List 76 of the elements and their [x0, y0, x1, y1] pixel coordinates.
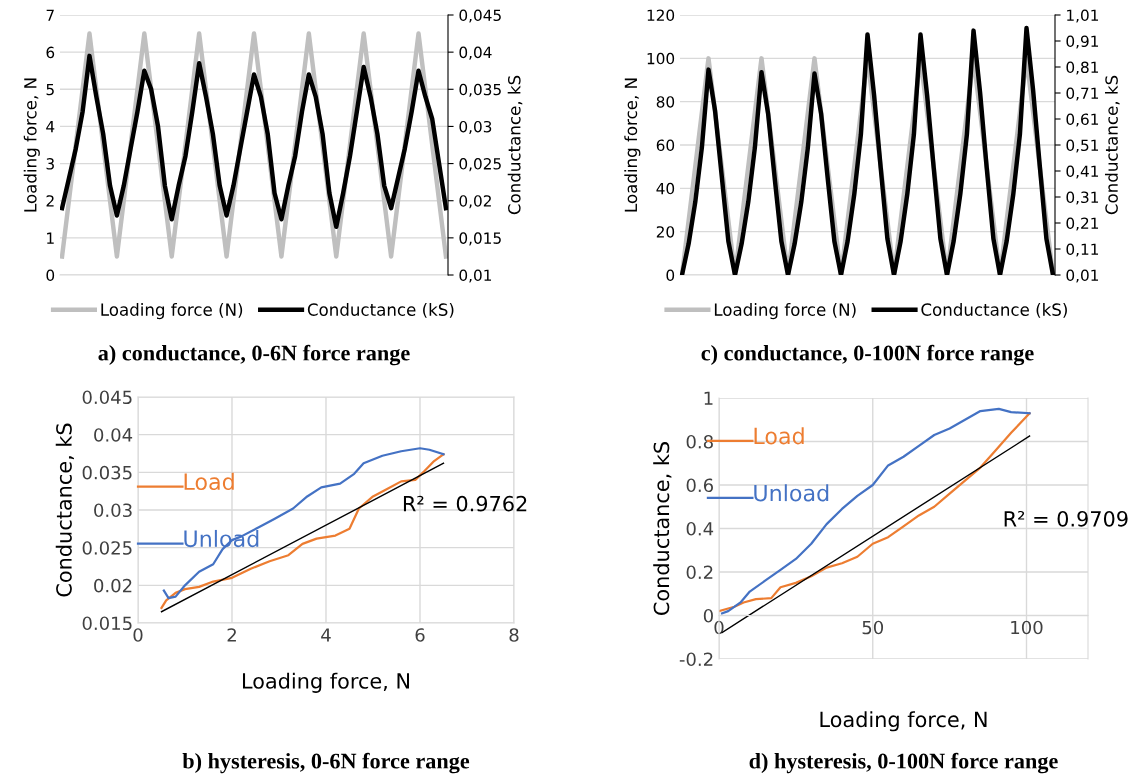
y-tick-label: 3: [46, 158, 54, 170]
y-tick-label: 0.04: [94, 428, 133, 442]
y-tick-label: 5: [46, 83, 54, 96]
y-tick-label: 0.015: [82, 616, 132, 631]
y2-axis-title: Conductance, kS: [1104, 75, 1120, 215]
y-tick-label: -0.2: [679, 652, 713, 667]
y-tick-label: 1: [47, 232, 54, 244]
text: c) conductance, 0-100N force range: [701, 344, 1034, 366]
legend-label: Load: [184, 472, 234, 491]
y-tick-label: 2: [46, 195, 54, 207]
y2-tick-label: 0,91: [1066, 35, 1099, 49]
x-tick-label: 8: [509, 628, 519, 642]
text: d) hysteresis, 0-100N force range: [749, 752, 1058, 774]
y2-axis-title: Conductance, kS: [507, 75, 523, 215]
y-axis-title: Conductance, kS: [55, 423, 74, 597]
y-tick-label: 1: [704, 391, 713, 405]
x-tick-label: 2: [227, 628, 236, 642]
annotation: R² = 0.9762: [403, 495, 527, 512]
y2-tick-label: 0,41: [1066, 165, 1099, 179]
y-tick-label: 40: [656, 182, 675, 195]
x-tick-label: 50: [862, 620, 884, 635]
y2-tick-label: 0,21: [1066, 217, 1099, 231]
y-tick-label: 0: [666, 269, 675, 282]
y2-tick-label: 0,81: [1066, 61, 1099, 75]
y2-tick-label: 0,025: [459, 158, 501, 172]
y-tick-label: 120: [647, 9, 675, 22]
y-tick-label: 7: [46, 9, 54, 21]
y-tick-label: 0.025: [82, 541, 132, 555]
y-tick-label: 0.03: [94, 503, 132, 518]
y-tick-label: 80: [656, 96, 675, 108]
y2-tick-label: 1,01: [1067, 9, 1099, 23]
x-axis-title: Loading force, N: [242, 672, 409, 693]
x-tick-label: 100: [1011, 620, 1043, 635]
text: a) conductance, 0-6N force range: [98, 344, 410, 366]
legend-label: Conductance (kS): [307, 303, 454, 318]
y2-tick-label: 0,31: [1066, 191, 1099, 205]
legend-label: Loading force (N): [714, 303, 856, 320]
legend-label: Loading force (N): [101, 303, 243, 320]
y2-tick-label: 0,61: [1066, 113, 1099, 127]
y2-tick-label: 0,045: [459, 9, 501, 23]
legend-label: Load: [754, 427, 804, 445]
legend-label: Conductance (kS): [921, 303, 1067, 318]
y-axis-title: Conductance, kS: [653, 442, 672, 615]
y-tick-label: 4: [46, 121, 55, 133]
y-tick-label: 6: [46, 46, 55, 59]
y2-tick-label: 0,015: [459, 232, 501, 246]
y-tick-label: 0: [703, 608, 713, 623]
x-tick-label: 4: [321, 628, 331, 642]
text: b) hysteresis, 0-6N force range: [182, 752, 470, 774]
legend-label: Unload: [754, 484, 829, 502]
y-axis-title: Loading force, N: [624, 78, 641, 212]
y-tick-label: 20: [656, 226, 675, 238]
x-axis-title: Loading force, N: [820, 711, 987, 732]
y-tick-label: 0: [46, 269, 55, 282]
y-axis-title: Loading force, N: [23, 78, 40, 212]
y-tick-label: 60: [656, 139, 675, 152]
y2-tick-label: 0,01: [1066, 269, 1099, 283]
y2-tick-label: 0,035: [459, 83, 501, 97]
y2-tick-label: 0,51: [1066, 139, 1099, 153]
y-tick-label: 0.045: [82, 390, 132, 405]
y2-tick-label: 0,11: [1066, 243, 1099, 257]
y2-tick-label: 0,71: [1066, 87, 1099, 101]
y-tick-label: 0.035: [82, 465, 132, 480]
x-tick-label: 6: [415, 628, 425, 642]
y-tick-label: 0.02: [94, 578, 132, 593]
y-tick-label: 0.4: [686, 521, 714, 536]
y-tick-label: 0.6: [686, 478, 713, 493]
annotation: R² = 0.9709: [1004, 510, 1128, 527]
y-tick-label: 100: [647, 52, 675, 65]
y2-tick-label: 0,02: [459, 195, 491, 209]
y2-tick-label: 0,03: [459, 120, 492, 135]
y-tick-label: 0.2: [686, 565, 713, 580]
x-tick-label: 0: [133, 628, 143, 642]
y2-tick-label: 0,01: [459, 269, 492, 283]
x-tick-label: 0: [714, 620, 724, 635]
y2-tick-label: 0,04: [459, 46, 492, 60]
